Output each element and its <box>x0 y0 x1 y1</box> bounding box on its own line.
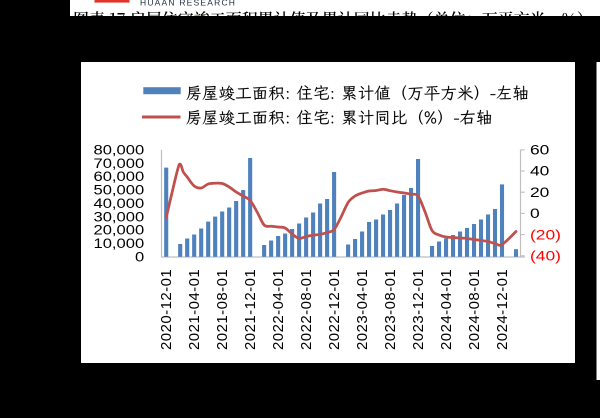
svg-text:HUAAN RESEARCH: HUAAN RESEARCH <box>140 0 236 8</box>
svg-text:2024-08-01: 2024-08-01 <box>466 269 483 350</box>
svg-text:0: 0 <box>135 250 144 265</box>
svg-text:2023-12-01: 2023-12-01 <box>410 269 427 350</box>
svg-text:2022-04-01: 2022-04-01 <box>270 269 287 350</box>
svg-text:20: 20 <box>530 186 550 201</box>
svg-text:(40): (40) <box>530 249 561 264</box>
svg-text:0: 0 <box>530 207 540 222</box>
svg-text:2021-12-01: 2021-12-01 <box>242 269 259 350</box>
svg-text:(20): (20) <box>530 228 561 243</box>
svg-text:40: 40 <box>530 164 550 179</box>
svg-text:2020-12-01: 2020-12-01 <box>158 269 175 350</box>
svg-text:2021-08-01: 2021-08-01 <box>214 269 231 350</box>
svg-text:2024-04-01: 2024-04-01 <box>438 269 455 350</box>
svg-text:60: 60 <box>530 143 550 158</box>
svg-text:2023-08-01: 2023-08-01 <box>382 269 399 350</box>
svg-text:2022-08-01: 2022-08-01 <box>298 269 315 350</box>
svg-text:2023-04-01: 2023-04-01 <box>354 269 371 350</box>
svg-text:2021-04-01: 2021-04-01 <box>186 269 203 350</box>
svg-text:2022-12-01: 2022-12-01 <box>326 269 343 350</box>
svg-text:2024-12-01: 2024-12-01 <box>494 269 511 350</box>
